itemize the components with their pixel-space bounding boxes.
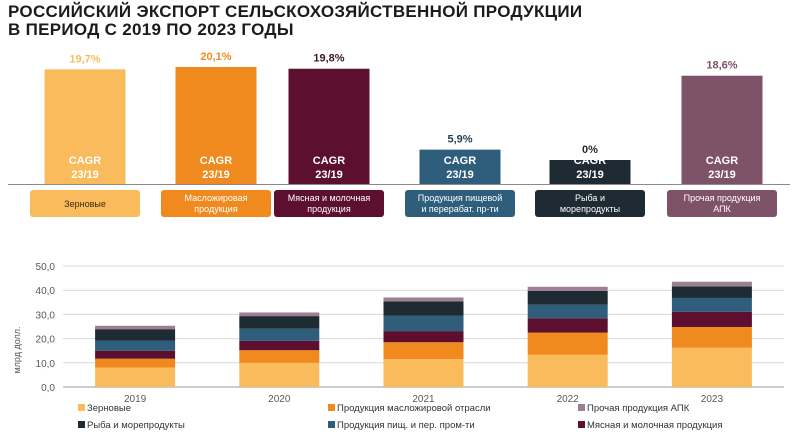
- stack-segment: [383, 301, 464, 316]
- legend-swatch: [578, 404, 585, 411]
- legend-label: Продукция масложировой отрасли: [337, 403, 491, 414]
- cagr-bar: [288, 68, 370, 184]
- cagr-bar-text: 23/19: [708, 169, 736, 181]
- legend-label: Зерновые: [87, 403, 131, 414]
- cagr-bar-text: CAGR: [706, 155, 738, 167]
- cagr-value-label: 19,8%: [313, 53, 344, 65]
- x-tick-label: 2023: [701, 394, 724, 405]
- legend-swatch: [578, 421, 585, 428]
- category-label: Прочая продукция: [684, 193, 761, 203]
- cagr-bar-text: 23/19: [446, 169, 474, 181]
- stack-segment: [671, 347, 752, 387]
- legend-swatch: [328, 421, 335, 428]
- stack-segment: [383, 315, 464, 332]
- title-line: В ПЕРИОД С 2019 ПО 2023 ГОДЫ: [8, 20, 294, 39]
- cagr-value-label: 0%: [582, 144, 598, 156]
- stack-segment: [527, 286, 608, 291]
- page-title: РОССИЙСКИЙ ЭКСПОРТ СЕЛЬСКОХОЗЯЙСТВЕННОЙ …: [8, 3, 788, 39]
- stack-segment: [671, 281, 752, 287]
- category-label: Продукция пищевой: [418, 193, 502, 203]
- stack-segment: [239, 312, 320, 317]
- category-label: Рыба и: [575, 193, 605, 203]
- stack-segment: [239, 350, 320, 363]
- cagr-bar: [44, 69, 126, 184]
- category-pill: [30, 190, 140, 217]
- cagr-bar-text: CAGR: [200, 155, 232, 167]
- stack-segment: [383, 359, 464, 387]
- stack-segment: [527, 304, 608, 319]
- category-label: Мясная и молочная: [288, 193, 371, 203]
- title-line: РОССИЙСКИЙ ЭКСПОРТ СЕЛЬСКОХОЗЯЙСТВЕННОЙ …: [8, 2, 583, 21]
- legend-label: Мясная и молочная продукция: [587, 420, 723, 431]
- y-tick-label: 10,0: [36, 359, 56, 370]
- cagr-bar-text: CAGR: [444, 155, 476, 167]
- stack-segment: [239, 362, 320, 387]
- cagr-bar: [549, 160, 631, 184]
- cagr-bar-text: CAGR: [69, 155, 101, 167]
- cagr-value-label: 19,7%: [69, 53, 100, 65]
- stack-segment: [95, 329, 176, 341]
- category-label: продукция: [194, 204, 238, 214]
- category-pill: [667, 190, 777, 217]
- stack-segment: [95, 358, 176, 368]
- category-pill: [535, 190, 645, 217]
- cagr-bar: [681, 75, 763, 184]
- legend-swatch: [78, 421, 85, 428]
- category-label: продукция: [307, 204, 351, 214]
- x-tick-label: 2022: [557, 394, 580, 405]
- y-axis-label: млрд долл.: [12, 326, 22, 373]
- stack-segment: [527, 354, 608, 387]
- x-tick-label: 2021: [412, 394, 435, 405]
- cagr-value-label: 20,1%: [200, 51, 231, 63]
- category-label: Масложировая: [185, 193, 248, 203]
- stack-segment: [383, 331, 464, 343]
- stack-segment: [383, 297, 464, 302]
- legend-swatch: [78, 404, 85, 411]
- category-pill: [161, 190, 271, 217]
- stack-segment: [95, 350, 176, 359]
- stack-segment: [527, 290, 608, 305]
- cagr-bar-text: 23/19: [315, 169, 343, 181]
- y-tick-label: 0,0: [41, 383, 55, 394]
- category-label: морепродукты: [560, 204, 620, 214]
- cagr-bar: [175, 67, 257, 184]
- legend-label: Прочая продукция АПК: [587, 403, 690, 414]
- cagr-bar-text: 23/19: [576, 169, 604, 181]
- stack-segment: [383, 342, 464, 360]
- stack-segment: [671, 297, 752, 312]
- cagr-bar-text: 23/19: [202, 169, 230, 181]
- stack-segment: [671, 326, 752, 348]
- legend-label: Рыба и морепродукты: [87, 420, 185, 431]
- category-label: АПК: [713, 204, 731, 214]
- stack-segment: [239, 328, 320, 341]
- category-pill: [274, 190, 384, 217]
- x-tick-label: 2019: [124, 394, 147, 405]
- legend-swatch: [328, 404, 335, 411]
- stack-segment: [527, 332, 608, 355]
- category-label: и перерабат. пр-ти: [421, 204, 498, 214]
- y-tick-label: 20,0: [36, 335, 56, 346]
- cagr-bar-text: CAGR: [313, 155, 345, 167]
- cagr-bar-text: CAGR: [574, 155, 606, 167]
- y-tick-label: 50,0: [36, 262, 56, 273]
- y-tick-label: 40,0: [36, 286, 56, 297]
- category-label: Зерновые: [64, 199, 106, 209]
- stack-segment: [95, 367, 176, 387]
- cagr-bar-text: 23/19: [71, 169, 99, 181]
- y-tick-label: 30,0: [36, 310, 56, 321]
- stack-segment: [95, 340, 176, 351]
- stack-segment: [671, 286, 752, 298]
- stack-segment: [671, 311, 752, 327]
- cagr-value-label: 18,6%: [706, 60, 737, 72]
- cagr-chart: 19,7% CAGR 23/19 Зерновые 20,1% CAGR 23/19 Масл…: [8, 51, 790, 217]
- x-tick-label: 2020: [268, 394, 291, 405]
- legend-label: Продукция пищ. и пер. пром-ти: [337, 420, 475, 431]
- stack-segment: [239, 316, 320, 329]
- cagr-value-label: 5,9%: [447, 134, 472, 146]
- stack-segment: [239, 340, 320, 351]
- cagr-bar: [419, 149, 501, 184]
- stack-segment: [527, 318, 608, 333]
- stack-segment: [95, 325, 176, 330]
- category-pill: [405, 190, 515, 217]
